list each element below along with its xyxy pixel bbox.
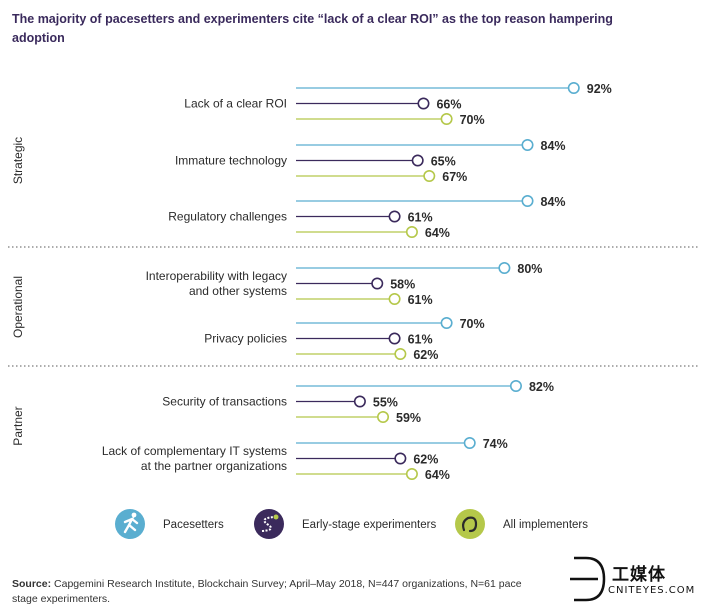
data-label-experimenters: 65% bbox=[431, 155, 456, 169]
lollipop-dot-implementers bbox=[405, 226, 418, 239]
data-label-implementers: 67% bbox=[442, 170, 467, 184]
group-label-strategic: Strategic bbox=[11, 137, 25, 184]
data-label-pacesetters: 84% bbox=[541, 195, 566, 209]
data-label-experimenters: 61% bbox=[408, 333, 433, 347]
lollipop-dot-experimenters bbox=[388, 210, 401, 223]
lollipop-dot-pacesetters bbox=[440, 316, 453, 329]
lollipop-dot-pacesetters bbox=[509, 379, 522, 392]
chart-title-line1: The majority of pacesetters and experime… bbox=[12, 12, 613, 26]
lollipop-dot-implementers bbox=[440, 113, 453, 126]
data-label-pacesetters: 84% bbox=[541, 139, 566, 153]
lollipop-dot-pacesetters bbox=[521, 139, 534, 152]
chart-title: The majority of pacesetters and experime… bbox=[12, 10, 702, 48]
data-label-pacesetters: 74% bbox=[483, 437, 508, 451]
group-label-operational: Operational bbox=[11, 276, 25, 338]
lollipop-dot-pacesetters bbox=[567, 82, 580, 95]
category-label: Privacy policies bbox=[204, 332, 287, 346]
route-pin-icon bbox=[273, 514, 279, 520]
legend-label-implementers: All implementers bbox=[503, 519, 588, 531]
data-label-implementers: 64% bbox=[425, 468, 450, 482]
legend-label-pacesetters: Pacesetters bbox=[163, 519, 224, 531]
category-label: Lack of complementary IT systems bbox=[102, 444, 287, 458]
data-label-experimenters: 61% bbox=[408, 211, 433, 225]
legend-label-experimenters: Early-stage experimenters bbox=[302, 519, 436, 531]
chart-title-line2: adoption bbox=[12, 31, 65, 45]
data-label-experimenters: 62% bbox=[413, 453, 438, 467]
lollipop-dot-experimenters bbox=[417, 97, 430, 110]
category-label: at the partner organizations bbox=[141, 459, 287, 473]
source-text-line2: stage experimenters. bbox=[12, 593, 111, 605]
hand-icon bbox=[462, 516, 478, 533]
runner-icon bbox=[123, 516, 139, 534]
data-label-implementers: 62% bbox=[413, 348, 438, 362]
data-label-implementers: 70% bbox=[460, 113, 485, 127]
data-label-pacesetters: 70% bbox=[460, 317, 485, 331]
category-label: Lack of a clear ROI bbox=[184, 97, 287, 111]
runner-head-icon bbox=[131, 512, 137, 518]
lollipop-dot-implementers bbox=[423, 170, 436, 183]
category-label: and other systems bbox=[189, 284, 287, 298]
data-label-implementers: 64% bbox=[425, 226, 450, 240]
lollipop-dot-experimenters bbox=[371, 277, 384, 290]
lollipop-dot-implementers bbox=[377, 410, 390, 423]
source-text: Capgemini Research Institute, Blockchain… bbox=[54, 578, 522, 590]
category-label: Interoperability with legacy bbox=[146, 269, 287, 283]
lollipop-dot-implementers bbox=[405, 467, 418, 480]
source-label: Source: bbox=[12, 578, 52, 590]
lollipop-dot-pacesetters bbox=[521, 195, 534, 208]
lollipop-dot-implementers bbox=[394, 347, 407, 360]
watermark-cn-text: 工媒体 bbox=[612, 565, 666, 584]
route-icon bbox=[261, 516, 276, 532]
data-label-pacesetters: 92% bbox=[587, 82, 612, 96]
source-note: Source: Capgemini Research Institute, Bl… bbox=[12, 577, 572, 607]
watermark-en-text: CNITEYES.COM bbox=[608, 585, 696, 596]
data-label-experimenters: 55% bbox=[373, 396, 398, 410]
lollipop-dot-pacesetters bbox=[498, 261, 511, 274]
lollipop-dot-experimenters bbox=[388, 332, 401, 345]
lollipop-dot-experimenters bbox=[394, 452, 407, 465]
group-label-partner: Partner bbox=[11, 406, 25, 445]
category-label: Immature technology bbox=[175, 154, 287, 168]
lollipop-dot-implementers bbox=[388, 292, 401, 305]
watermark: 工媒体 CNITEYES.COM bbox=[568, 552, 704, 606]
legend-swatch-experimenters bbox=[254, 509, 284, 539]
lollipop-dot-experimenters bbox=[411, 154, 424, 167]
data-label-implementers: 61% bbox=[408, 293, 433, 307]
data-label-pacesetters: 82% bbox=[529, 380, 554, 394]
data-label-implementers: 59% bbox=[396, 411, 421, 425]
lollipop-dot-pacesetters bbox=[463, 436, 476, 449]
data-label-pacesetters: 80% bbox=[517, 262, 542, 276]
legend-swatch-implementers bbox=[455, 509, 485, 539]
data-label-experimenters: 58% bbox=[390, 278, 415, 292]
lollipop-dot-experimenters bbox=[353, 395, 366, 408]
data-label-experimenters: 66% bbox=[436, 98, 461, 112]
watermark-logo-icon bbox=[570, 556, 606, 602]
category-label: Security of transactions bbox=[162, 395, 287, 409]
category-label: Regulatory challenges bbox=[168, 210, 287, 224]
